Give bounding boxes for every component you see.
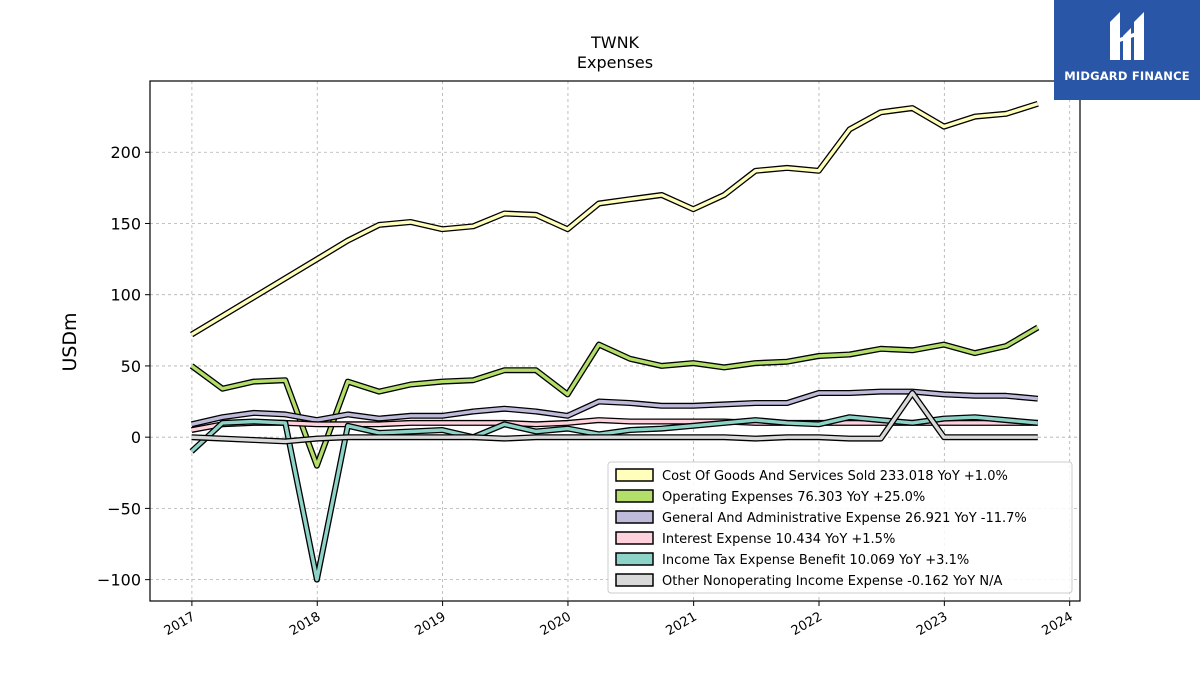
series-1 (190, 100, 1039, 338)
x-tick-label: 2019 (412, 609, 448, 639)
legend: Cost Of Goods And Services Sold 233.018 … (607, 461, 1073, 594)
x-tick-label: 2021 (663, 609, 699, 639)
series-5 (189, 414, 1039, 583)
y-axis-ticks: −100 −50 0 50 100 150 200 (97, 143, 150, 590)
brand-logo: MIDGARD FINANCE (1054, 0, 1200, 100)
chart-title: TWNK (590, 33, 640, 52)
x-tick-label: 2022 (789, 609, 825, 639)
chart-subtitle: Expenses (577, 53, 653, 72)
series-layer (189, 100, 1040, 583)
legend-label: Cost Of Goods And Services Sold 233.018 … (662, 469, 1008, 484)
y-tick-label: −100 (97, 571, 141, 590)
legend-label: Other Nonoperating Income Expense -0.162… (662, 574, 1002, 589)
legend-box (607, 461, 1073, 594)
brand-mark-icon (1110, 12, 1144, 60)
legend-swatch (615, 489, 654, 503)
legend-swatch (615, 531, 654, 545)
legend-swatch (615, 468, 654, 482)
x-tick-label: 2020 (538, 609, 574, 639)
series-3 (190, 388, 1039, 428)
legend-swatch (615, 510, 654, 524)
y-tick-label: 100 (110, 286, 141, 305)
x-tick-label: 2018 (287, 609, 323, 639)
legend-swatch (615, 573, 654, 587)
y-tick-label: −50 (107, 499, 141, 518)
legend-label: General And Administrative Expense 26.92… (662, 511, 1027, 526)
series-1-line (190, 102, 1039, 337)
y-tick-label: 0 (131, 428, 141, 447)
series-1-outline (190, 100, 1039, 338)
legend-swatch (615, 552, 654, 566)
y-tick-label: 200 (110, 143, 141, 162)
y-tick-label: 150 (110, 214, 141, 233)
x-tick-label: 2017 (162, 609, 198, 639)
x-tick-label: 2023 (914, 609, 950, 639)
series-3-line (191, 389, 1038, 426)
y-axis-label: USDm (59, 312, 81, 371)
plot-frame (149, 80, 1081, 602)
y-tick-label: 50 (121, 357, 141, 376)
legend-label: Operating Expenses 76.303 YoY +25.0% (662, 490, 925, 505)
legend-label: Interest Expense 10.434 YoY +1.5% (662, 532, 895, 547)
legend-label: Income Tax Expense Benefit 10.069 YoY +3… (662, 553, 969, 568)
series-5-line (190, 415, 1038, 582)
series-6-line (191, 391, 1038, 444)
x-tick-label: 2024 (1040, 609, 1076, 639)
series-6 (191, 390, 1038, 445)
brand-name: MIDGARD FINANCE (1064, 69, 1190, 83)
x-axis-ticks: 2017 2018 2019 2020 2021 2022 2023 2024 (162, 601, 1076, 639)
